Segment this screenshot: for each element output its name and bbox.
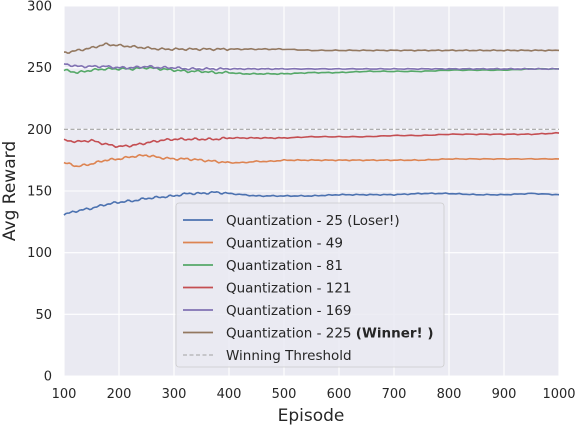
legend-entry: Quantization - 49 xyxy=(226,236,343,252)
legend-series-note: (Loser!) xyxy=(347,213,399,229)
y-tick-label: 0 xyxy=(44,370,52,385)
y-tick-label: 50 xyxy=(35,308,52,323)
series-line xyxy=(63,131,560,148)
y-tick-label: 150 xyxy=(27,185,52,200)
x-axis-ticks: 100 200 300 400 500 600 700 800 900 1000 xyxy=(52,387,576,402)
legend-series-name: Quantization - 121 xyxy=(226,281,352,297)
legend: Quantization - 25 (Loser!)Quantization -… xyxy=(175,202,445,368)
series-line xyxy=(63,66,560,76)
legend-entry: Quantization - 25 (Loser!) xyxy=(226,213,400,229)
series-line xyxy=(63,190,560,216)
y-tick-label: 100 xyxy=(27,246,52,261)
y-axis-ticks: 0 50 100 150 200 250 300 xyxy=(27,0,52,385)
legend-series-name: Quantization - 81 xyxy=(226,258,343,274)
legend-series-name: Quantization - 25 xyxy=(226,213,343,229)
legend-threshold-label: Winning Threshold xyxy=(226,348,352,364)
legend-box xyxy=(175,202,445,368)
y-tick-label: 200 xyxy=(27,123,52,138)
legend-entry: Quantization - 169 xyxy=(226,303,352,319)
x-tick-label: 1000 xyxy=(542,387,575,402)
legend-entry: Quantization - 225 (Winner! ) xyxy=(226,326,434,342)
legend-entry: Quantization - 81 xyxy=(226,258,343,274)
x-axis-label: Episode xyxy=(278,406,345,426)
series-layer xyxy=(63,42,560,216)
y-tick-label: 300 xyxy=(27,0,52,15)
x-tick-label: 700 xyxy=(382,387,407,402)
y-tick-label: 250 xyxy=(27,61,52,76)
legend-entry: Quantization - 121 xyxy=(226,281,352,297)
x-tick-label: 600 xyxy=(327,387,352,402)
x-tick-label: 400 xyxy=(217,387,242,402)
legend-series-name: Quantization - 49 xyxy=(226,236,343,252)
x-tick-label: 300 xyxy=(162,387,187,402)
series-line xyxy=(63,42,560,54)
y-axis-label: Avg Reward xyxy=(0,141,20,241)
legend-series-name: Quantization - 225 xyxy=(226,326,352,342)
series-line xyxy=(63,63,560,71)
x-tick-label: 100 xyxy=(52,387,77,402)
x-tick-label: 500 xyxy=(272,387,297,402)
x-tick-label: 800 xyxy=(437,387,462,402)
x-tick-label: 200 xyxy=(107,387,132,402)
x-tick-label: 900 xyxy=(492,387,517,402)
series-line xyxy=(63,153,560,168)
legend-series-name: Quantization - 169 xyxy=(226,303,352,319)
legend-series-note: (Winner! ) xyxy=(356,326,434,342)
